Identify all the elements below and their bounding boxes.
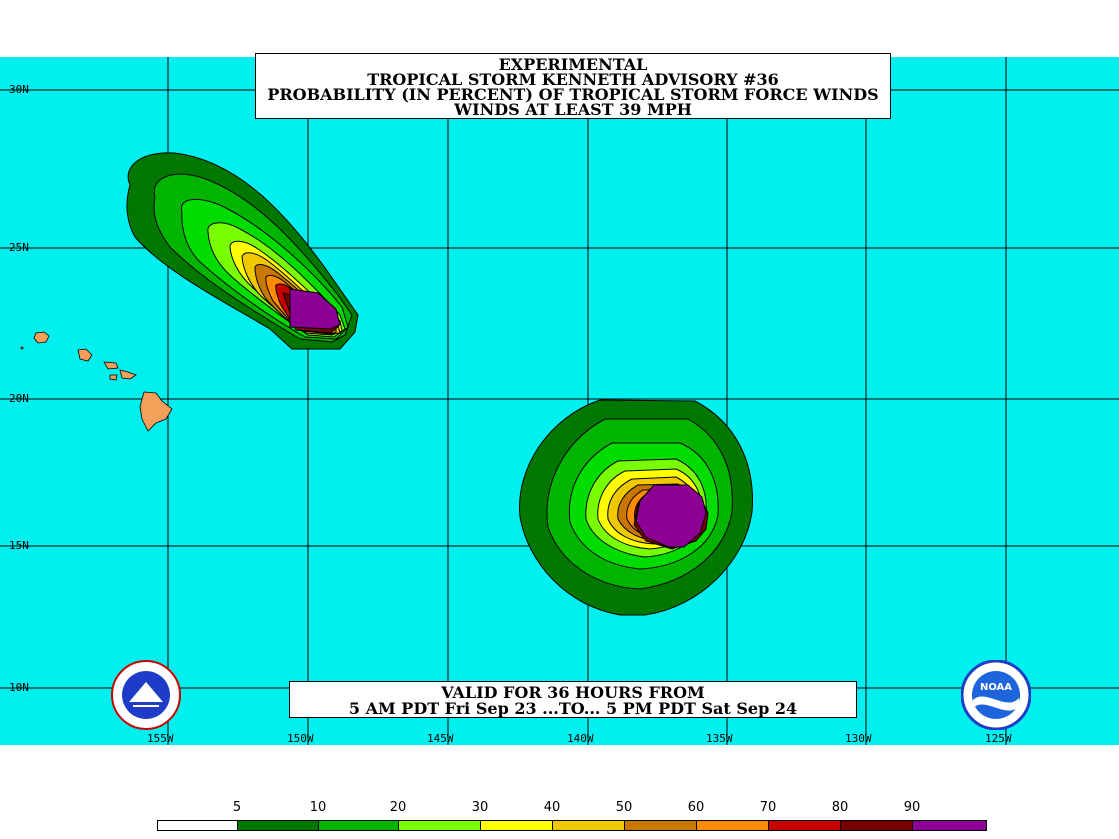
- legend-swatch-60-70: [697, 821, 769, 830]
- legend-label-90: 90: [903, 800, 921, 815]
- lon-label-125w: 125W: [985, 732, 1012, 745]
- valid-line-1: VALID FOR 36 HOURS FROM: [441, 683, 705, 702]
- lat-label-30n: 30N: [9, 83, 29, 96]
- svg-text:NOAA: NOAA: [980, 682, 1012, 693]
- lon-label-150w: 150W: [287, 732, 314, 745]
- legend-swatch-50-60: [625, 821, 697, 830]
- title-line-1: EXPERIMENTAL: [498, 55, 648, 74]
- lat-label-25n: 25N: [9, 241, 29, 254]
- lon-label-140w: 140W: [567, 732, 594, 745]
- legend-swatch-80-90: [841, 821, 913, 830]
- map-canvas: [0, 57, 1119, 745]
- legend-swatch-0-5: [158, 821, 238, 830]
- legend-swatch-70-80: [769, 821, 841, 830]
- legend-label-40: 40: [543, 800, 561, 815]
- hawaii-islands: [20, 331, 173, 432]
- probability-map: [0, 57, 1119, 745]
- title-box: EXPERIMENTAL TROPICAL STORM KENNETH ADVI…: [255, 53, 891, 119]
- title-line-2: TROPICAL STORM KENNETH ADVISORY #36: [367, 70, 779, 89]
- legend-label-20: 20: [389, 800, 407, 815]
- legend-label-10: 10: [309, 800, 327, 815]
- valid-line-2: 5 AM PDT Fri Sep 23 ...TO... 5 PM PDT Sa…: [348, 699, 798, 718]
- valid-period-box: VALID FOR 36 HOURS FROM 5 AM PDT Fri Sep…: [289, 681, 857, 718]
- probability-swath-1: [126, 152, 359, 350]
- title-line-4: WINDS AT LEAST 39 MPH: [454, 100, 692, 119]
- lat-label-10n: 10N: [9, 681, 29, 694]
- legend-label-70: 70: [759, 800, 777, 815]
- title-line-3: PROBABILITY (IN PERCENT) OF TROPICAL STO…: [267, 85, 879, 104]
- nws-logo: [111, 660, 181, 730]
- legend-label-5: 5: [232, 800, 242, 815]
- probability-swath-2: [519, 399, 753, 616]
- legend-swatch-40-50: [553, 821, 625, 830]
- legend-swatch-5-10: [238, 821, 319, 830]
- legend-swatch-90-100: [913, 821, 986, 830]
- lon-label-135w: 135W: [706, 732, 733, 745]
- lon-label-155w: 155W: [147, 732, 174, 745]
- legend-label-30: 30: [471, 800, 489, 815]
- noaa-logo: NOAA: [960, 659, 1032, 731]
- legend-label-60: 60: [687, 800, 705, 815]
- lon-label-145w: 145W: [427, 732, 454, 745]
- lat-label-20n: 20N: [9, 392, 29, 405]
- probability-legend-bar: [157, 820, 987, 831]
- legend-swatch-20-30: [399, 821, 481, 830]
- lon-label-130w: 130W: [845, 732, 872, 745]
- legend-label-80: 80: [831, 800, 849, 815]
- lat-label-15n: 15N: [9, 539, 29, 552]
- legend-swatch-10-20: [319, 821, 399, 830]
- legend-label-50: 50: [615, 800, 633, 815]
- legend-swatch-30-40: [481, 821, 553, 830]
